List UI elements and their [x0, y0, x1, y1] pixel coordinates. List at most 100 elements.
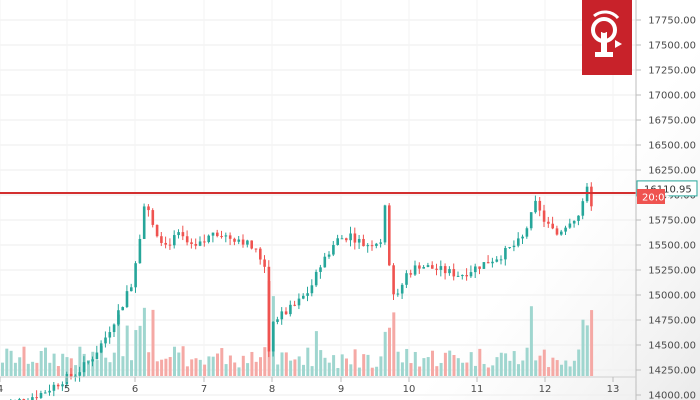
candle-body	[319, 267, 322, 272]
candle-body	[590, 186, 593, 207]
volume-bar	[56, 366, 60, 376]
countdown-tag	[637, 189, 665, 204]
volume-bar	[353, 349, 357, 376]
time-tick-label: 11	[471, 384, 484, 395]
candle-body	[349, 233, 352, 241]
candle-body	[323, 256, 327, 268]
volume-bar	[504, 353, 508, 376]
price-tick-label: 17750.00	[648, 16, 696, 27]
candle-body	[353, 233, 357, 243]
volume-bar	[117, 314, 121, 376]
price-tick-label: 16750.00	[648, 116, 696, 127]
candle-body	[439, 266, 443, 270]
volume-bar	[284, 352, 288, 376]
candle-body	[564, 227, 567, 232]
candle-body	[87, 361, 90, 363]
volume-bar	[155, 361, 159, 376]
volume-bar	[555, 360, 559, 376]
candle-body	[551, 223, 554, 229]
price-tick-label: 17250.00	[648, 66, 696, 77]
candle-body	[345, 238, 348, 241]
volume-bar	[18, 357, 22, 376]
volume-bar	[52, 353, 56, 376]
countdown-label: 20:05	[642, 193, 671, 204]
volume-bar	[177, 352, 181, 376]
time-tick-label: 5	[64, 384, 70, 395]
candle-body	[91, 359, 94, 362]
volume-bar	[9, 350, 13, 376]
volume-bar	[456, 358, 460, 376]
candle-body	[495, 259, 499, 262]
volume-bar	[590, 310, 594, 376]
volume-bar	[443, 352, 447, 376]
candle-body	[413, 265, 417, 275]
candle-body	[482, 262, 486, 269]
volume-bar	[491, 365, 495, 376]
candle-body	[271, 321, 275, 352]
candle-body	[332, 244, 335, 255]
candle-body	[422, 267, 425, 269]
candle-body	[69, 373, 73, 377]
volume-bar	[224, 364, 228, 376]
volume-bar	[173, 346, 176, 376]
candle-body	[267, 266, 271, 352]
candle-body	[117, 310, 120, 325]
volume-bar	[345, 358, 348, 376]
volume-bar	[241, 355, 245, 376]
candle-body	[194, 243, 198, 246]
candle-body	[284, 311, 288, 315]
candle-body	[220, 236, 223, 238]
volume-bar	[99, 346, 103, 376]
volume-bar	[121, 356, 125, 376]
volume-bar	[31, 361, 35, 376]
candle-body	[452, 269, 456, 277]
volume-bar	[383, 331, 387, 376]
candle-body	[426, 265, 430, 268]
candle-body	[207, 235, 210, 243]
candle-body	[289, 304, 292, 315]
candle-body	[78, 372, 81, 376]
candle-body	[293, 304, 296, 306]
volume-bar	[26, 363, 30, 376]
volume-bar	[560, 364, 563, 376]
candle-body	[362, 238, 365, 247]
volume-bar	[426, 357, 430, 376]
volume-bar	[564, 360, 568, 376]
candle-body	[216, 232, 219, 237]
volume-bar	[529, 306, 533, 376]
candle-body	[233, 238, 236, 242]
candle-body	[99, 343, 103, 353]
candle-body	[263, 259, 266, 267]
volume-bar	[542, 349, 546, 376]
volume-bar	[289, 360, 293, 376]
volume-bar	[388, 327, 391, 376]
candle-body	[121, 307, 124, 311]
volume-bar	[422, 358, 426, 376]
candle-body	[151, 210, 155, 225]
volume-bar	[250, 351, 254, 376]
candle-body	[173, 235, 176, 246]
candle-body	[517, 238, 520, 246]
volume-bar	[22, 346, 26, 376]
candle-body	[306, 293, 309, 296]
candle-body	[177, 232, 180, 236]
volume-bar	[418, 366, 422, 376]
candle-body	[491, 261, 494, 264]
volume-bar	[13, 362, 17, 376]
candle-body	[418, 265, 421, 269]
volume-bar	[547, 367, 551, 376]
candle-body	[108, 332, 112, 338]
volume-bar	[314, 331, 318, 376]
candle-body	[142, 206, 146, 239]
time-tick-label: 13	[607, 384, 620, 395]
candle-body	[228, 235, 232, 239]
volume-bar	[228, 355, 232, 376]
volume-bar	[246, 363, 250, 376]
candle-body	[104, 337, 107, 344]
candle-body	[181, 232, 185, 237]
volume-bar	[400, 362, 404, 376]
price-tick-label: 16500.00	[648, 141, 696, 152]
volume-bar	[306, 347, 310, 376]
volume-bar	[340, 354, 344, 376]
